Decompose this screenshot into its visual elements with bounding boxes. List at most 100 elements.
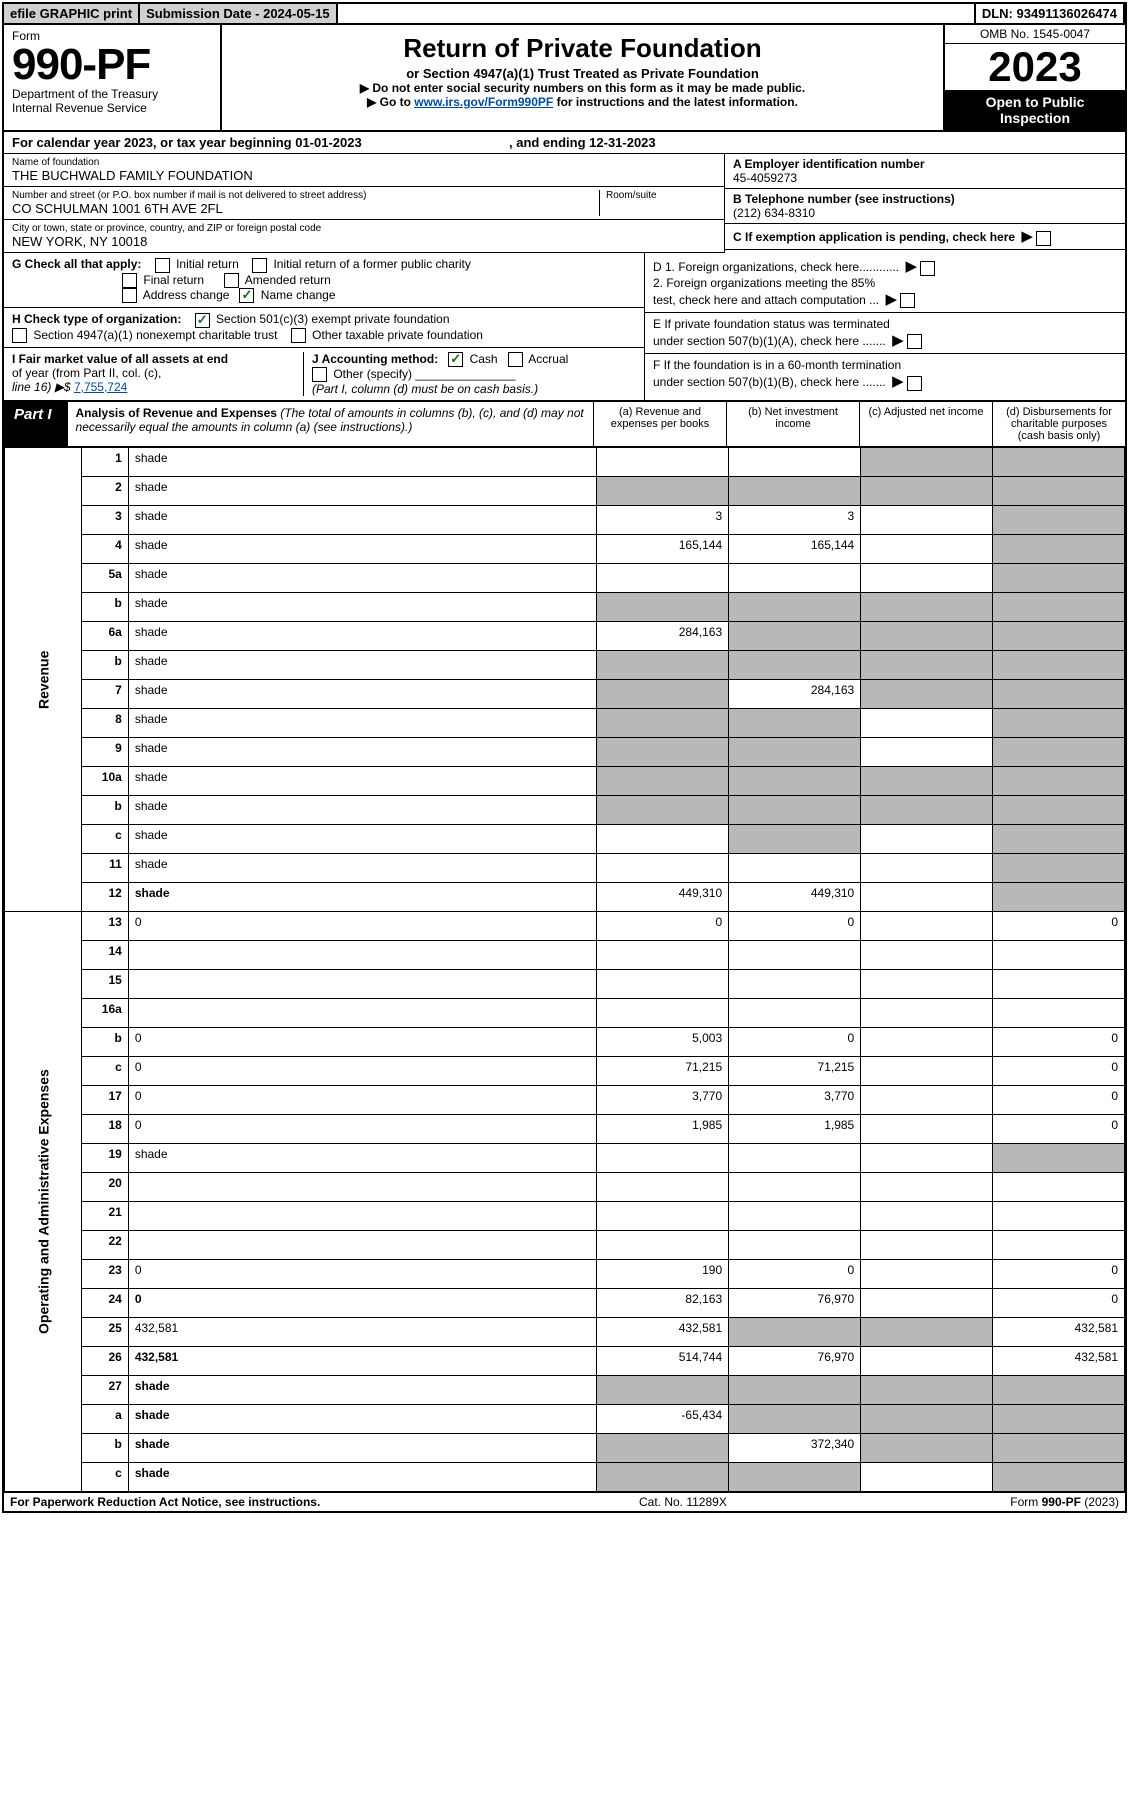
table-row: 15	[5, 970, 1125, 999]
h-row: H Check type of organization: Section 50…	[4, 308, 644, 348]
col-d-hdr: (d) Disbursements for charitable purpose…	[992, 402, 1125, 446]
amount-cell: -65,434	[597, 1405, 729, 1434]
amount-cell	[729, 999, 861, 1028]
line-number: 22	[82, 1231, 129, 1260]
amount-cell	[861, 1376, 993, 1405]
amount-cell: 5,003	[597, 1028, 729, 1057]
line-desc: shade	[128, 767, 596, 796]
amount-cell	[597, 1231, 729, 1260]
line-desc: 0	[128, 1115, 596, 1144]
line-number: 10a	[82, 767, 129, 796]
line-number: 24	[82, 1289, 129, 1318]
g-address-change[interactable]	[122, 288, 137, 303]
amount-cell	[861, 1231, 993, 1260]
j-cash[interactable]	[448, 352, 463, 367]
g-amended-return[interactable]	[224, 273, 239, 288]
address-row: Number and street (or P.O. box number if…	[4, 187, 724, 220]
amount-cell	[597, 738, 729, 767]
amount-cell	[861, 1144, 993, 1173]
amount-cell	[729, 767, 861, 796]
line-number: 6a	[82, 622, 129, 651]
footer-center: Cat. No. 11289X	[639, 1495, 899, 1509]
irs-link[interactable]: www.irs.gov/Form990PF	[414, 95, 553, 109]
amount-cell: 71,215	[729, 1057, 861, 1086]
table-row: b05,00300	[5, 1028, 1125, 1057]
line-number: c	[82, 825, 129, 854]
amount-cell: 1,985	[597, 1115, 729, 1144]
amount-cell	[729, 593, 861, 622]
line-desc: shade	[128, 825, 596, 854]
form-header: Form 990-PF Department of the Treasury I…	[4, 25, 1125, 132]
amount-cell	[861, 883, 993, 912]
ij-row: I Fair market value of all assets at end…	[4, 348, 644, 401]
dept-line-1: Department of the Treasury	[12, 87, 212, 101]
table-row: 3shade33	[5, 506, 1125, 535]
line-desc: shade	[128, 796, 596, 825]
e-checkbox[interactable]	[907, 334, 922, 349]
amount-cell	[597, 767, 729, 796]
g-final-return[interactable]	[122, 273, 137, 288]
line-desc: 432,581	[128, 1347, 596, 1376]
line-number: 5a	[82, 564, 129, 593]
table-row: bshade	[5, 651, 1125, 680]
line-number: 2	[82, 477, 129, 506]
line-desc	[128, 1231, 596, 1260]
line-desc	[128, 1173, 596, 1202]
j-other[interactable]	[312, 367, 327, 382]
g-initial-former[interactable]	[252, 258, 267, 273]
amount-cell	[992, 970, 1124, 999]
f-checkbox[interactable]	[907, 376, 922, 391]
amount-cell	[861, 506, 993, 535]
table-row: 20	[5, 1173, 1125, 1202]
amount-cell	[729, 1318, 861, 1347]
amount-cell	[992, 825, 1124, 854]
line-number: 15	[82, 970, 129, 999]
c-row: C If exemption application is pending, c…	[725, 224, 1125, 249]
c-checkbox[interactable]	[1036, 231, 1051, 246]
line-desc	[128, 941, 596, 970]
d1-checkbox[interactable]	[920, 261, 935, 276]
amount-cell: 0	[729, 1260, 861, 1289]
g-initial-return[interactable]	[155, 258, 170, 273]
amount-cell	[729, 622, 861, 651]
amount-cell	[992, 796, 1124, 825]
amount-cell	[861, 796, 993, 825]
fmv-value[interactable]: 7,755,724	[74, 380, 127, 394]
amount-cell	[597, 477, 729, 506]
col-b-hdr: (b) Net investment income	[726, 402, 859, 446]
line-desc: shade	[128, 1405, 596, 1434]
h-other-taxable[interactable]	[291, 328, 306, 343]
expenses-side-label: Operating and Administrative Expenses	[5, 912, 82, 1492]
table-row: 19shade	[5, 1144, 1125, 1173]
line-number: 20	[82, 1173, 129, 1202]
h-4947[interactable]	[12, 328, 27, 343]
amount-cell	[861, 448, 993, 477]
amount-cell	[597, 999, 729, 1028]
line-desc: 0	[128, 1028, 596, 1057]
amount-cell	[992, 999, 1124, 1028]
j-accrual[interactable]	[508, 352, 523, 367]
amount-cell	[861, 564, 993, 593]
d2-checkbox[interactable]	[900, 293, 915, 308]
col-a-hdr: (a) Revenue and expenses per books	[593, 402, 726, 446]
amount-cell	[861, 1057, 993, 1086]
name-row: Name of foundation THE BUCHWALD FAMILY F…	[4, 154, 724, 187]
amount-cell: 0	[992, 1115, 1124, 1144]
g-name-change[interactable]	[239, 288, 254, 303]
amount-cell	[729, 854, 861, 883]
line-number: 1	[82, 448, 129, 477]
amount-cell: 0	[992, 1057, 1124, 1086]
top-strip: efile GRAPHIC print Submission Date - 20…	[4, 4, 1125, 25]
table-row: cshade	[5, 825, 1125, 854]
h-501c3[interactable]	[195, 313, 210, 328]
amount-cell: 3,770	[729, 1086, 861, 1115]
line-number: 4	[82, 535, 129, 564]
line-number: 7	[82, 680, 129, 709]
form-container: efile GRAPHIC print Submission Date - 20…	[2, 2, 1127, 1513]
amount-cell	[992, 1231, 1124, 1260]
ghij-left: G Check all that apply: Initial return I…	[4, 253, 645, 400]
amount-cell	[729, 1173, 861, 1202]
omb-number: OMB No. 1545-0047	[945, 25, 1125, 44]
form-number: 990-PF	[12, 43, 212, 87]
amount-cell	[992, 1173, 1124, 1202]
